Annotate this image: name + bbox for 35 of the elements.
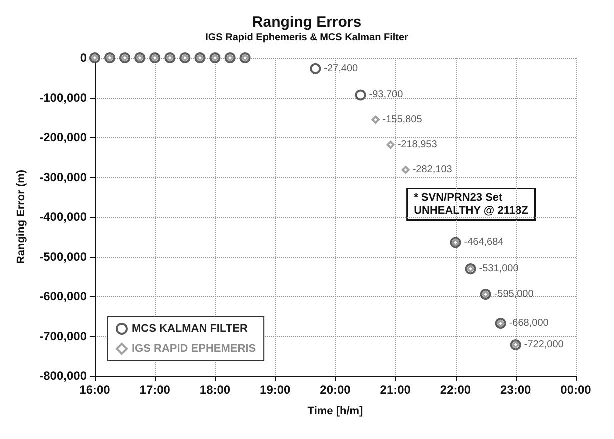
y-tick-label: -400,000 — [40, 210, 88, 224]
y-tick-label: -200,000 — [40, 130, 88, 144]
data-label: -282,103 — [412, 164, 453, 176]
y-tick-label: -700,000 — [40, 329, 88, 344]
y-tick-label: -300,000 — [40, 170, 88, 184]
x-tick-label: 16:00 — [80, 383, 111, 397]
x-tick-label: 21:00 — [380, 383, 412, 397]
x-tick-label: 17:00 — [140, 383, 171, 397]
x-tick-label: 18:00 — [200, 383, 231, 397]
y-tick-label: 0 — [80, 51, 88, 65]
x-tick-label: 22:00 — [440, 383, 472, 397]
x-tick-label: 19:00 — [260, 383, 292, 397]
data-label: -155,805 — [382, 114, 423, 126]
legend-label: IGS RAPID EPHEMERIS — [132, 343, 256, 355]
chart-title: Ranging Errors — [252, 14, 362, 31]
annotation: * SVN/PRN23 Set UNHEALTHY @ 2118Z — [414, 192, 529, 217]
data-label: -464,684 — [464, 237, 504, 248]
x-tick-label: 23:00 — [500, 383, 532, 397]
data-label: -722,000 — [524, 339, 564, 350]
x-axis-title: Time [h/m] — [308, 406, 364, 418]
legend-label: MCS KALMAN FILTER — [132, 323, 248, 335]
data-label: -668,000 — [509, 318, 550, 330]
data-label: -27,400 — [324, 63, 359, 74]
data-label: -531,000 — [479, 264, 520, 275]
y-tick-label: -600,000 — [40, 290, 88, 304]
y-axis-title: Ranging Error (m) — [16, 170, 28, 264]
y-tick-label: -500,000 — [40, 250, 88, 264]
chart-subtitle: IGS Rapid Ephemeris & MCS Kalman Filter — [206, 32, 409, 44]
x-tick-label: 00:00 — [560, 383, 592, 397]
data-label: -93,700 — [369, 90, 404, 101]
data-label: -218,953 — [398, 140, 438, 151]
data-label: -595,000 — [494, 289, 534, 300]
y-tick-label: -100,000 — [40, 90, 88, 105]
y-tick-label: -800,000 — [40, 369, 88, 383]
x-tick-label: 20:00 — [320, 383, 352, 397]
